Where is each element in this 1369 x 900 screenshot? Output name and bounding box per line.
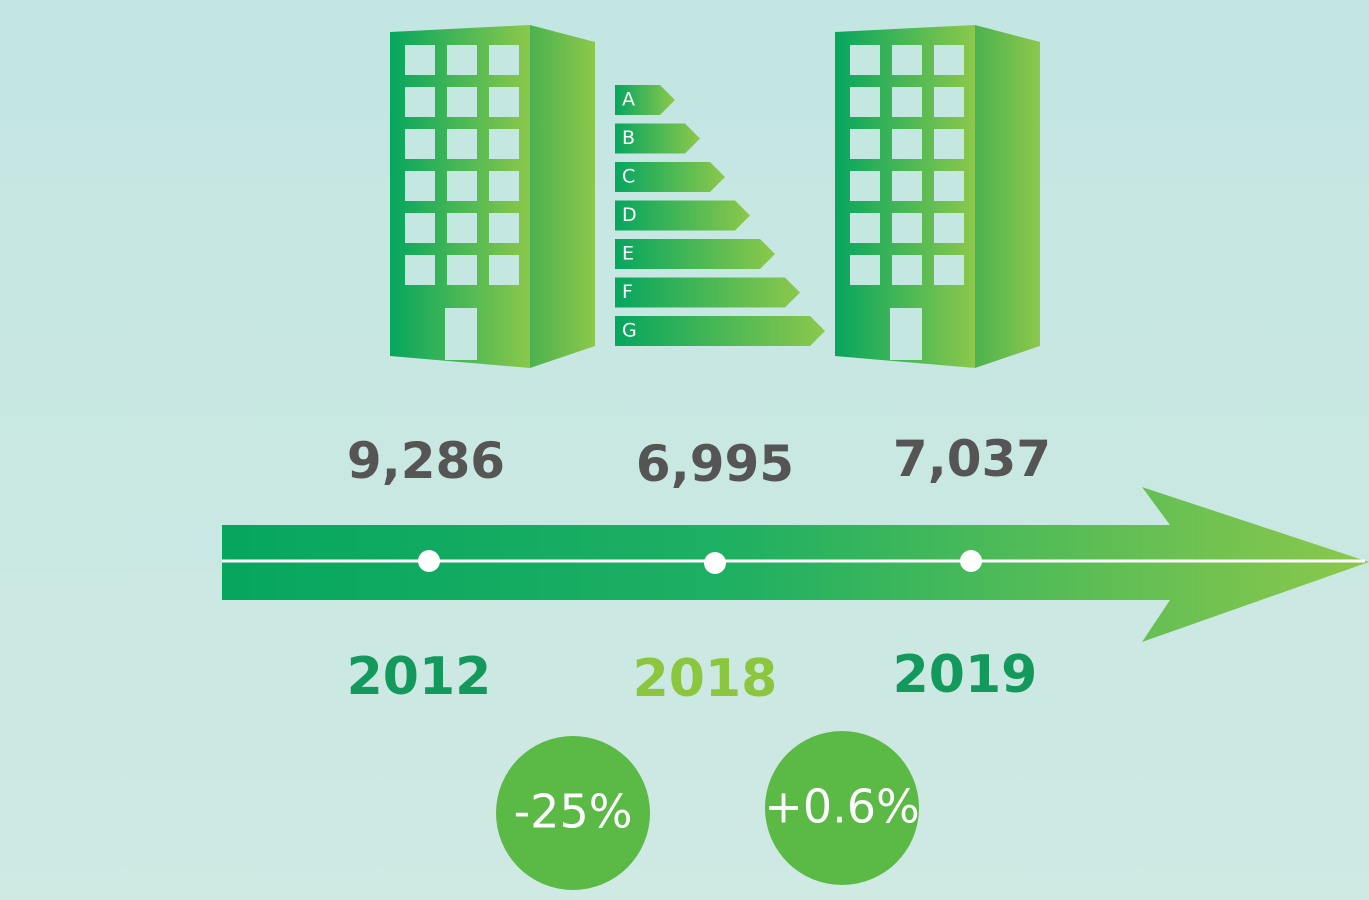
window (447, 255, 477, 285)
window (447, 129, 477, 159)
window (850, 213, 880, 243)
window (850, 171, 880, 201)
energy-letter: F (622, 281, 633, 303)
value: 6,995 (636, 435, 794, 493)
year: 2019 (893, 645, 1038, 705)
timeline-dot (418, 550, 440, 572)
window (892, 171, 922, 201)
window (934, 129, 964, 159)
window (892, 87, 922, 117)
energy-bar (615, 278, 800, 308)
window (850, 255, 880, 285)
window (405, 45, 435, 75)
energy-letter: B (622, 127, 635, 149)
window (850, 87, 880, 117)
energy-bar (615, 316, 825, 346)
window (405, 255, 435, 285)
year: 2012 (347, 647, 492, 707)
door (890, 308, 922, 360)
energy-letter: G (622, 320, 637, 342)
window (405, 87, 435, 117)
window (489, 213, 519, 243)
window (405, 129, 435, 159)
window (489, 255, 519, 285)
door (445, 308, 477, 360)
window (447, 87, 477, 117)
window (934, 255, 964, 285)
change-text: -25% (514, 785, 633, 839)
change-text: +0.6% (764, 780, 919, 834)
energy-letter: E (622, 243, 634, 265)
window (934, 87, 964, 117)
window (892, 129, 922, 159)
window (489, 87, 519, 117)
year: 2018 (633, 649, 778, 709)
energy-letter: A (622, 89, 635, 111)
window (892, 213, 922, 243)
window (405, 213, 435, 243)
window (892, 45, 922, 75)
energy-letter: C (622, 166, 635, 188)
window (934, 45, 964, 75)
window (934, 213, 964, 243)
energy-letter: D (622, 204, 637, 226)
window (850, 129, 880, 159)
building-side (530, 25, 595, 368)
window (447, 171, 477, 201)
window (447, 213, 477, 243)
value: 7,037 (893, 430, 1051, 488)
window (447, 45, 477, 75)
energy-bar (615, 239, 775, 269)
window (405, 171, 435, 201)
window (892, 255, 922, 285)
window (489, 129, 519, 159)
value: 9,286 (347, 432, 505, 490)
building-side (975, 25, 1040, 368)
window (489, 171, 519, 201)
window (934, 171, 964, 201)
window (850, 45, 880, 75)
window (489, 45, 519, 75)
timeline-dot (960, 550, 982, 572)
infographic: ABCDEFG 9,286 6,995 7,037 2012 2018 2019… (0, 0, 1369, 900)
timeline-dot (704, 552, 726, 574)
